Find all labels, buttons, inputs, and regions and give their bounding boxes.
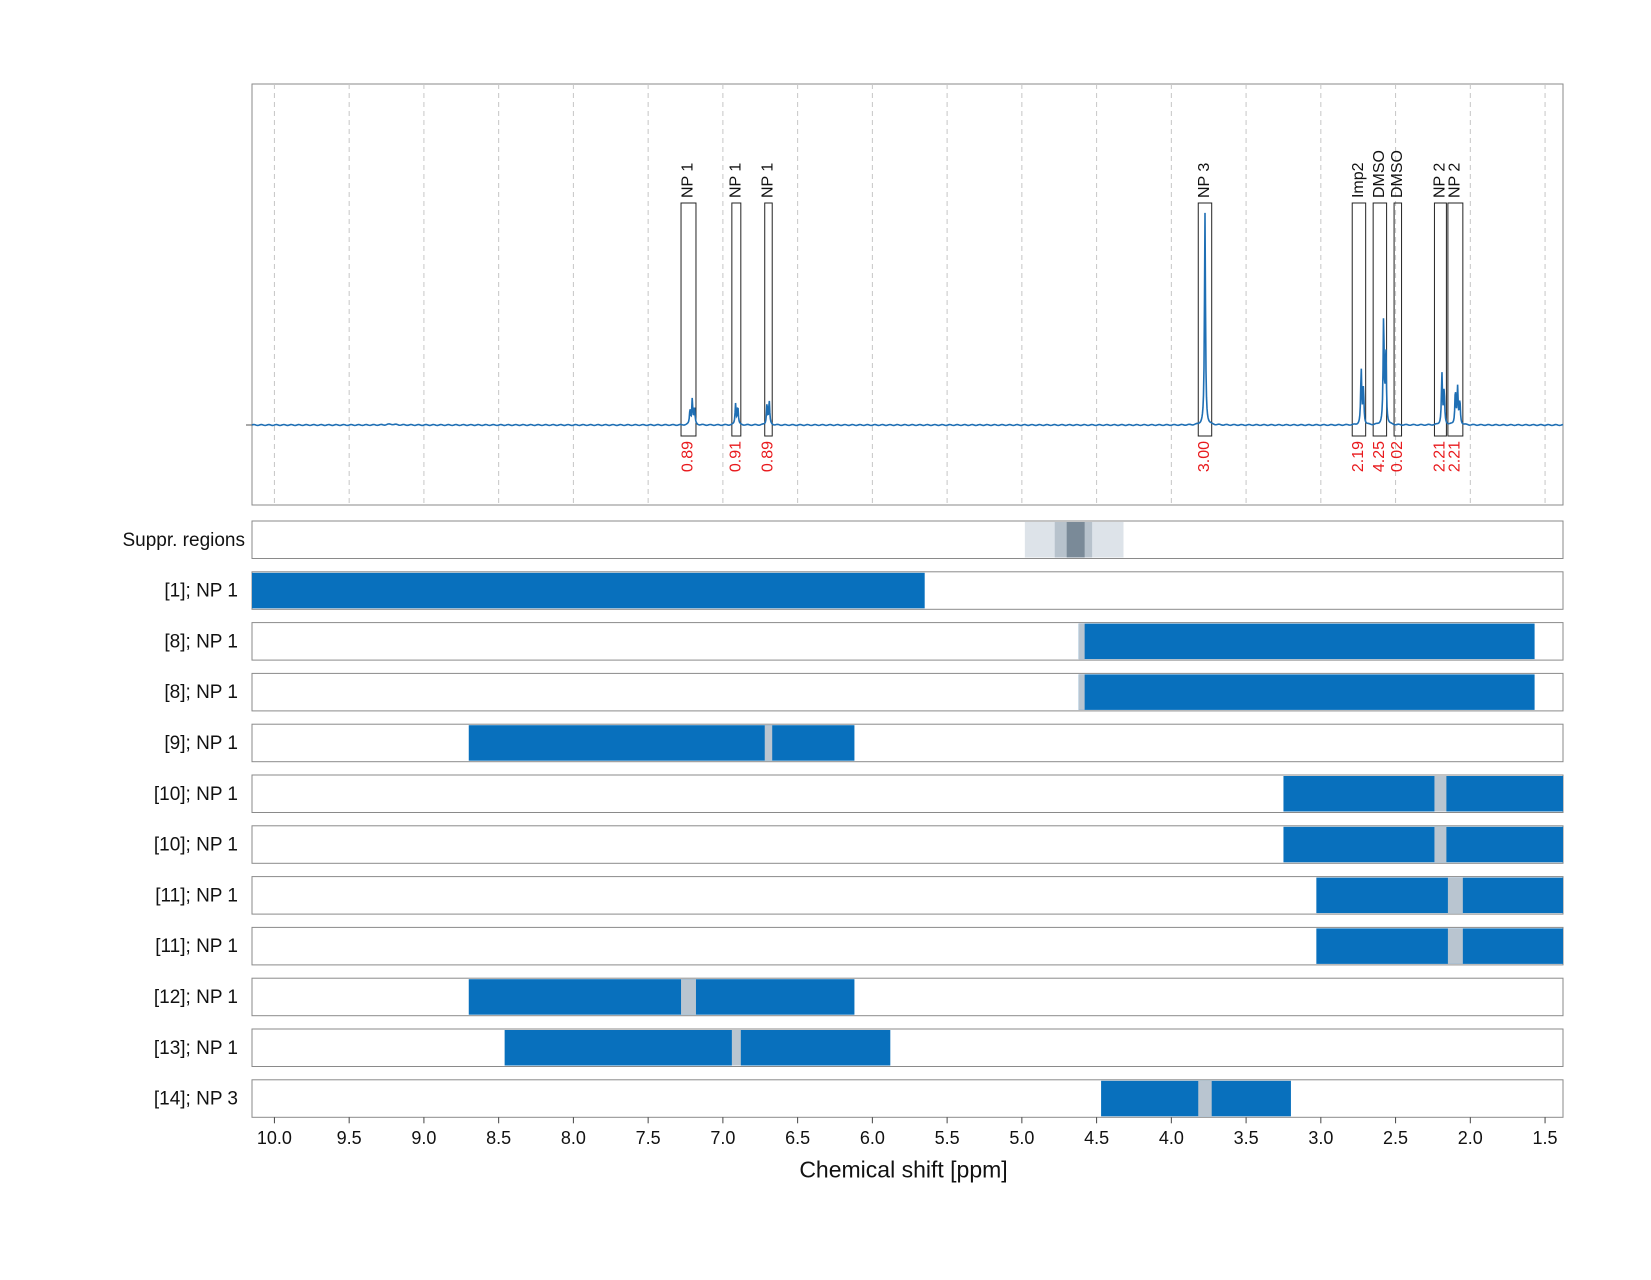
x-axis-title: Chemical shift [ppm] <box>799 1156 1007 1182</box>
fit-range-bar <box>1283 776 1563 812</box>
integration-box <box>1372 202 1388 437</box>
x-tick-label: 7.5 <box>636 1128 661 1148</box>
fit-exclusion-gap <box>1447 928 1463 964</box>
integration-box <box>1393 202 1403 437</box>
x-tick-label: 8.0 <box>561 1128 586 1148</box>
fit-row-label: [8]; NP 1 <box>164 631 238 652</box>
fit-row-label: [8]; NP 1 <box>164 682 238 703</box>
integration-value: 0.89 <box>680 441 697 472</box>
fit-row-frame <box>251 1028 1564 1067</box>
integration-box <box>731 202 742 437</box>
x-tick-label: 7.0 <box>710 1128 735 1148</box>
fit-exclusion-gap <box>681 979 696 1015</box>
integration-value: 0.91 <box>728 441 745 472</box>
fit-range-bar <box>1078 674 1535 710</box>
fit-range-bar <box>1316 877 1563 914</box>
suppression-row-label: Suppr. regions <box>122 530 245 551</box>
spectrum-line <box>251 212 1564 427</box>
integration-value: 2.21 <box>1447 441 1464 472</box>
fit-exclusion-gap <box>1434 826 1447 863</box>
fit-row-label: [1]; NP 1 <box>164 581 238 602</box>
x-tick-label: 5.5 <box>935 1128 960 1148</box>
fit-row-frame <box>251 1079 1564 1118</box>
integration-label: NP 3 <box>1196 163 1213 198</box>
fit-range-bar <box>1078 623 1535 660</box>
integration-value: 2.19 <box>1350 441 1367 472</box>
integration-value: 0.02 <box>1389 441 1406 472</box>
fit-row-label: [12]; NP 1 <box>154 987 238 1008</box>
integration-box <box>1447 202 1464 437</box>
fit-exclusion-gap <box>1447 877 1463 914</box>
fit-range-bar <box>1316 928 1563 964</box>
fit-row-label: [10]; NP 1 <box>154 835 238 856</box>
x-tick-label: 3.5 <box>1234 1128 1259 1148</box>
fit-exclusion-gap <box>1198 1080 1212 1117</box>
integration-label: Imp2 <box>1350 162 1367 198</box>
x-tick-label: 4.5 <box>1084 1128 1109 1148</box>
integration-label: NP 1 <box>760 163 777 198</box>
suppression-region <box>1066 522 1085 558</box>
x-tick-label: 1.5 <box>1533 1128 1558 1148</box>
integration-value: 4.25 <box>1371 441 1388 472</box>
integration-box <box>1351 202 1367 437</box>
integration-label: DMSO <box>1389 150 1406 198</box>
spectrum-panel <box>251 83 1564 506</box>
x-tick-label: 9.0 <box>411 1128 436 1148</box>
x-tick-label: 6.0 <box>860 1128 885 1148</box>
x-tick-label: 3.0 <box>1308 1128 1333 1148</box>
integration-value: 3.00 <box>1196 441 1213 472</box>
integration-label: NP 1 <box>680 163 697 198</box>
fit-row-label: [11]; NP 1 <box>155 885 238 906</box>
x-tick-label: 5.0 <box>1009 1128 1034 1148</box>
fit-range-bar <box>468 725 855 761</box>
integration-label: NP 2 <box>1432 163 1449 198</box>
integration-value: 0.89 <box>760 441 777 472</box>
fit-row-label: [13]; NP 1 <box>154 1038 238 1059</box>
fit-row-label: [9]; NP 1 <box>164 733 238 754</box>
fit-exclusion-gap <box>764 725 773 761</box>
x-tick-label: 10.0 <box>257 1128 292 1148</box>
fit-exclusion-gap <box>1434 776 1447 812</box>
fit-exclusion-gap <box>1078 623 1085 660</box>
fit-range-bar <box>1283 826 1563 863</box>
fit-row-label: [10]; NP 1 <box>154 784 238 805</box>
fit-exclusion-gap <box>731 1030 741 1066</box>
integration-box <box>764 202 773 437</box>
fit-row-frame <box>251 977 1564 1017</box>
fit-row-label: [11]; NP 1 <box>155 936 238 957</box>
integration-box <box>680 202 697 437</box>
x-tick-label: 2.0 <box>1458 1128 1483 1148</box>
integration-label: NP 1 <box>728 163 745 198</box>
fit-exclusion-gap <box>1078 674 1085 710</box>
fit-range-bar <box>1101 1080 1291 1117</box>
integration-box <box>1433 202 1447 437</box>
integration-box <box>1197 202 1213 437</box>
x-tick-label: 8.5 <box>486 1128 511 1148</box>
suppression-row-frame <box>251 520 1564 559</box>
integration-value: 2.21 <box>1432 441 1449 472</box>
fit-range-bar <box>468 979 855 1015</box>
fit-row-label: [14]; NP 3 <box>154 1089 238 1110</box>
fit-range-bar <box>252 572 925 609</box>
fit-range-bar <box>504 1030 891 1066</box>
x-tick-label: 6.5 <box>785 1128 810 1148</box>
integration-label: NP 2 <box>1447 163 1464 198</box>
integration-label: DMSO <box>1371 150 1388 198</box>
x-tick-label: 2.5 <box>1383 1128 1408 1148</box>
x-tick-label: 4.0 <box>1159 1128 1184 1148</box>
x-tick-label: 9.5 <box>337 1128 362 1148</box>
fit-row-frame <box>251 723 1564 763</box>
